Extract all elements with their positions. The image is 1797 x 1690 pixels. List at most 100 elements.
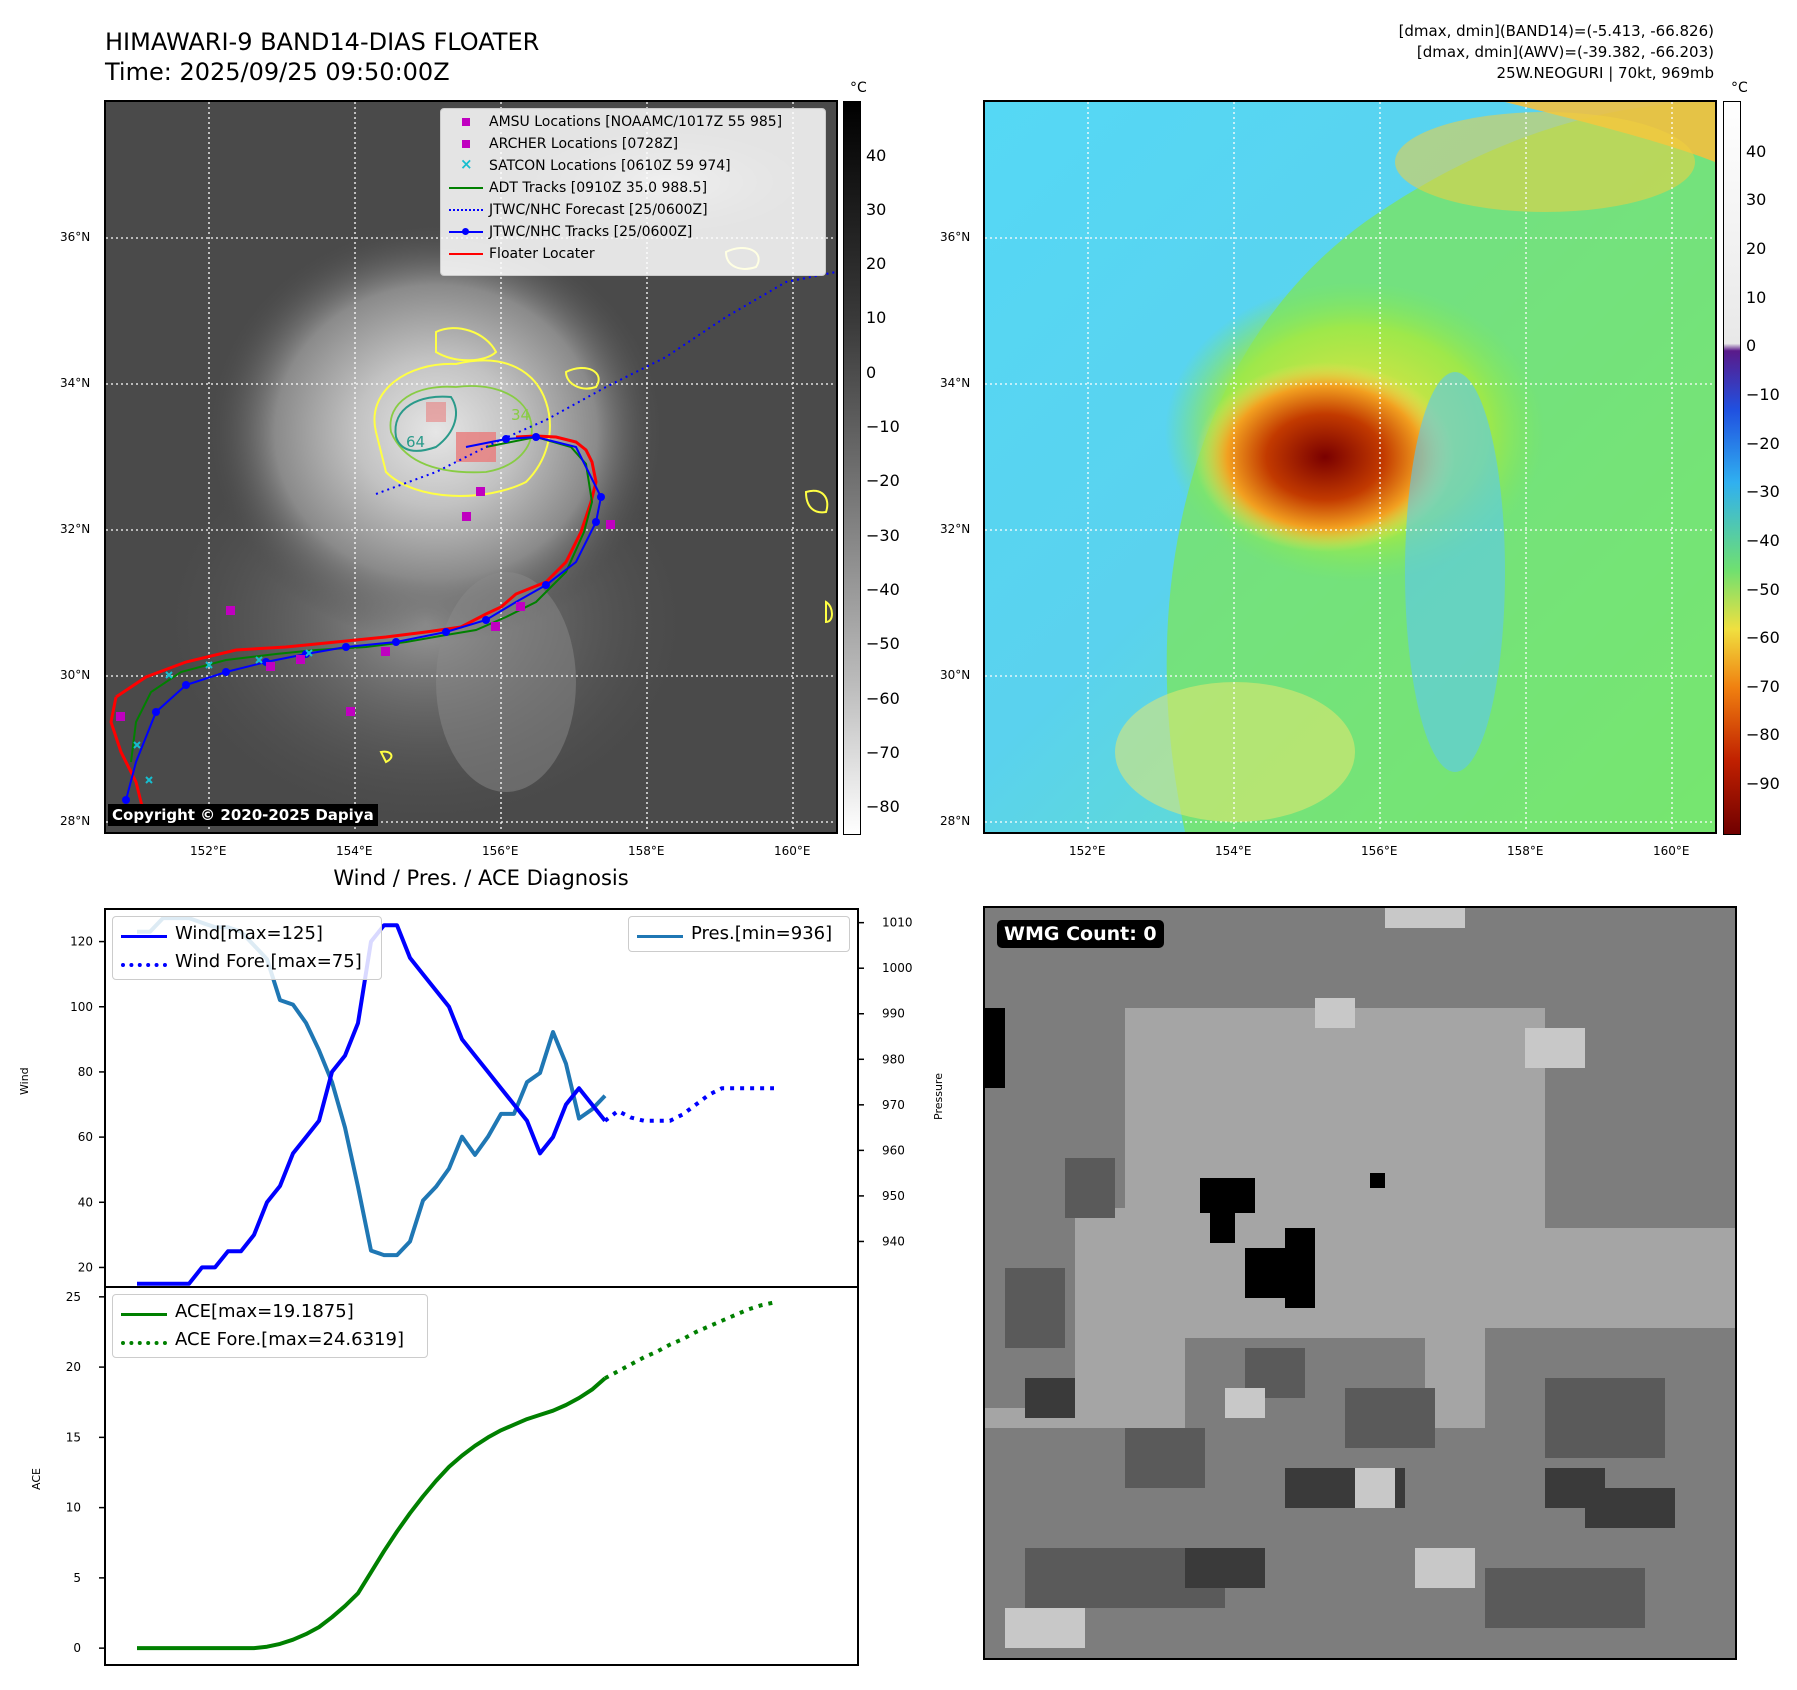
wv-colorbar-tick: −80 — [1746, 725, 1780, 744]
ir-colorbar-tick: −60 — [866, 689, 900, 708]
ir-colorbar-tick: −80 — [866, 797, 900, 816]
wind-tick-label: 100 — [70, 1000, 93, 1014]
wmg-light-gray — [1005, 908, 1585, 1648]
ir-contour-label-64: 64 — [406, 433, 425, 451]
pressure-tick-label: 990 — [882, 1007, 905, 1021]
wv-colorbar-unit: °C — [1731, 80, 1748, 96]
ir-colorbar-tick: −30 — [866, 526, 900, 545]
wv-colorbar-tick: 40 — [1746, 142, 1767, 161]
pressure-legend: Pres.[min=936] — [628, 916, 850, 952]
legend-amsu: AMSU Locations [NOAAMC/1017Z 55 985] — [445, 111, 821, 133]
info-line1: [dmax, dmin](BAND14)=(-5.413, -66.826) — [1398, 22, 1714, 40]
ace-ticks-left: 25 20 15 10 5 0 — [66, 1290, 105, 1655]
wv-colorbar-tick: 0 — [1746, 336, 1757, 355]
legend-jtwc-forecast: JTWC/NHC Forecast [25/0600Z] — [445, 199, 821, 221]
ir-jtwc-forecast-track — [375, 271, 836, 495]
wv-lon-tick: 160°E — [1653, 844, 1690, 858]
wv-dry-band — [1395, 112, 1695, 212]
ir-lon-tick: 154°E — [336, 844, 373, 858]
ir-contours-green — [389, 385, 533, 474]
ir-colorbar-unit: °C — [850, 80, 867, 96]
legend-satcon: × SATCON Locations [0610Z 59 974] — [460, 155, 731, 174]
ir-colorbar-tick: −10 — [866, 417, 900, 436]
wind-ticks-left: 120 100 80 60 40 20 — [70, 935, 105, 1274]
legend-square-icon — [462, 118, 470, 126]
wmg-svg — [985, 908, 1735, 1658]
ace-tick-label: 0 — [73, 1641, 81, 1655]
ir-floater-locater-track — [109, 434, 598, 823]
wv-colorbar-tick: −30 — [1746, 482, 1780, 501]
info-line2: [dmax, dmin](AWV)=(-39.382, -66.203) — [1416, 43, 1714, 61]
ir-cloud-mass — [206, 222, 666, 642]
wmg-image[interactable]: WMG Count: 0 — [983, 906, 1737, 1660]
pressure-tick-label: 1010 — [882, 916, 913, 930]
legend-line-icon — [637, 935, 683, 938]
info-line3: 25W.NEOGURI | 70kt, 969mb — [1496, 64, 1714, 82]
ir-colorbar-tick: −20 — [866, 471, 900, 490]
legend-line-icon — [449, 187, 483, 189]
wv-dry-north — [1505, 102, 1715, 162]
ace-tick-label: 25 — [66, 1290, 81, 1304]
ir-colorbar-tick: 0 — [866, 363, 877, 382]
wind-tick-label: 60 — [78, 1130, 93, 1144]
legend-ace: ACE[max=19.1875] — [117, 1297, 423, 1325]
ir-lat-tick: 34°N — [60, 376, 91, 390]
ir-colorbar-tick: −50 — [866, 634, 900, 653]
ir-colorbar — [843, 101, 861, 835]
legend-x-icon: × — [460, 155, 473, 173]
wv-colorbar-tick: 10 — [1746, 288, 1767, 307]
wv-colorbar-tick: −10 — [1746, 385, 1780, 404]
wv-lon-tick: 156°E — [1361, 844, 1398, 858]
ir-lat-tick: 36°N — [60, 230, 91, 244]
wmg-black — [985, 1008, 1385, 1308]
pressure-tick-label: 960 — [882, 1143, 905, 1157]
wv-lat-tick: 32°N — [940, 522, 971, 536]
wind-tick-label: 40 — [78, 1195, 93, 1209]
wv-lat-tick: 36°N — [940, 230, 971, 244]
ir-lat-tick: 28°N — [60, 814, 91, 828]
wv-core — [1195, 362, 1455, 552]
ir-title-line2: Time: 2025/09/25 09:50:00Z — [105, 58, 450, 86]
ace-tick-label: 15 — [66, 1430, 81, 1444]
wv-dry-slot — [1405, 372, 1505, 772]
legend-ace-forecast: ACE Fore.[max=24.6319] — [117, 1325, 423, 1353]
ir-colorbar-tick: 20 — [866, 254, 887, 273]
wind-tick-label: 80 — [78, 1065, 93, 1079]
pressure-tick-label: 940 — [882, 1234, 905, 1248]
pressure-tick-label: 980 — [882, 1052, 905, 1066]
ir-lon-tick: 158°E — [628, 844, 665, 858]
ace-legend: ACE[max=19.1875] ACE Fore.[max=24.6319] — [112, 1294, 428, 1358]
ir-lon-tick: 160°E — [774, 844, 811, 858]
wind-tick-label: 120 — [70, 935, 93, 949]
ir-satcon-markers — [133, 649, 313, 784]
ir-contour-label-34: 34 — [511, 406, 530, 424]
ir-amsu-archer-markers — [116, 487, 615, 721]
wv-colorbar-tick: −60 — [1746, 628, 1780, 647]
ir-title-line1: HIMAWARI-9 BAND14-DIAS FLOATER — [105, 28, 540, 56]
wv-lat-tick: 34°N — [940, 376, 971, 390]
wv-satellite-map[interactable] — [983, 100, 1717, 834]
wv-colorbar-tick: −20 — [1746, 434, 1780, 453]
legend-wind-forecast: Wind Fore.[max=75] — [117, 947, 377, 975]
wind-legend: Wind[max=125] Wind Fore.[max=75] — [112, 916, 382, 980]
legend-adt: ADT Tracks [0910Z 35.0 988.5] — [445, 177, 821, 199]
wv-lon-tick: 158°E — [1507, 844, 1544, 858]
wv-colorbar-tick: 20 — [1746, 239, 1767, 258]
wv-map-svg — [985, 102, 1715, 832]
legend-archer: ARCHER Locations [0728Z] — [445, 133, 821, 155]
wind-tick-label: 20 — [78, 1260, 93, 1274]
wv-gridlines — [985, 102, 1715, 832]
ir-satellite-map[interactable]: 64 34 — [104, 100, 838, 834]
legend-line-icon — [121, 1313, 167, 1316]
legend-dotted-icon — [121, 963, 167, 967]
wv-colorbar-tick: −90 — [1746, 774, 1780, 793]
legend-line-icon — [449, 253, 483, 255]
wv-colorbar-tick: 30 — [1746, 190, 1767, 209]
legend-dotted-icon — [121, 1341, 167, 1345]
legend-dot-icon — [462, 228, 469, 235]
copyright-badge: Copyright © 2020-2025 Dapiya — [108, 804, 378, 826]
ir-jtwc-track — [125, 435, 603, 801]
ir-lon-tick: 156°E — [482, 844, 519, 858]
wv-colorbar — [1723, 101, 1741, 835]
